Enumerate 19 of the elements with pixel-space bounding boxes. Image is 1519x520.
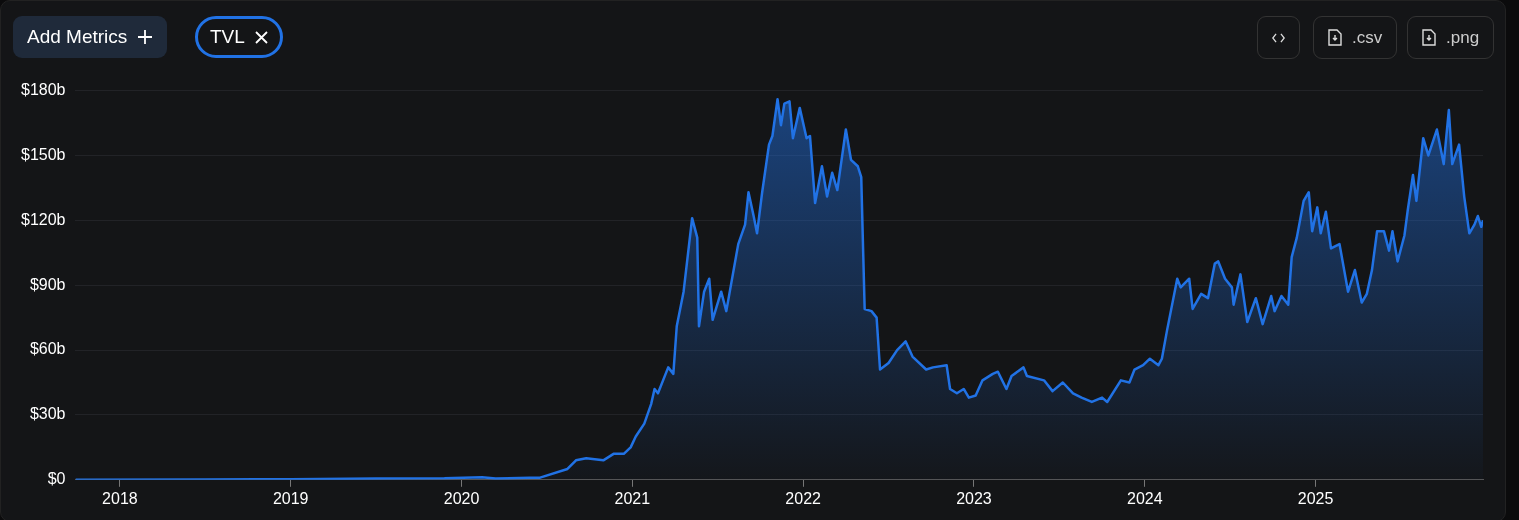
x-tick-label: 2018 xyxy=(102,489,138,507)
x-tick-label: 2023 xyxy=(956,489,992,507)
text: Add Metrics xyxy=(27,26,128,48)
x-tick-label: 2025 xyxy=(1297,489,1334,507)
y-tick-label: $120b xyxy=(20,210,66,228)
legend-label: TVL xyxy=(210,26,245,48)
x-tick-label: 2021 xyxy=(614,489,651,507)
text: .png xyxy=(1446,27,1480,48)
x-tick-label: 2019 xyxy=(272,489,309,507)
x-tick-label: 2020 xyxy=(443,489,480,507)
x-tick-label: 2022 xyxy=(785,489,822,507)
y-tick-label: $60b xyxy=(29,340,66,358)
y-tick-label: $150b xyxy=(20,145,66,163)
text: .csv xyxy=(1352,27,1383,48)
x-tick-label: 2024 xyxy=(1126,489,1163,507)
y-tick-label: $180b xyxy=(20,81,66,99)
y-tick-label: $90b xyxy=(29,275,66,293)
y-tick-label: $0 xyxy=(47,470,66,488)
y-tick-label: $30b xyxy=(29,405,66,423)
